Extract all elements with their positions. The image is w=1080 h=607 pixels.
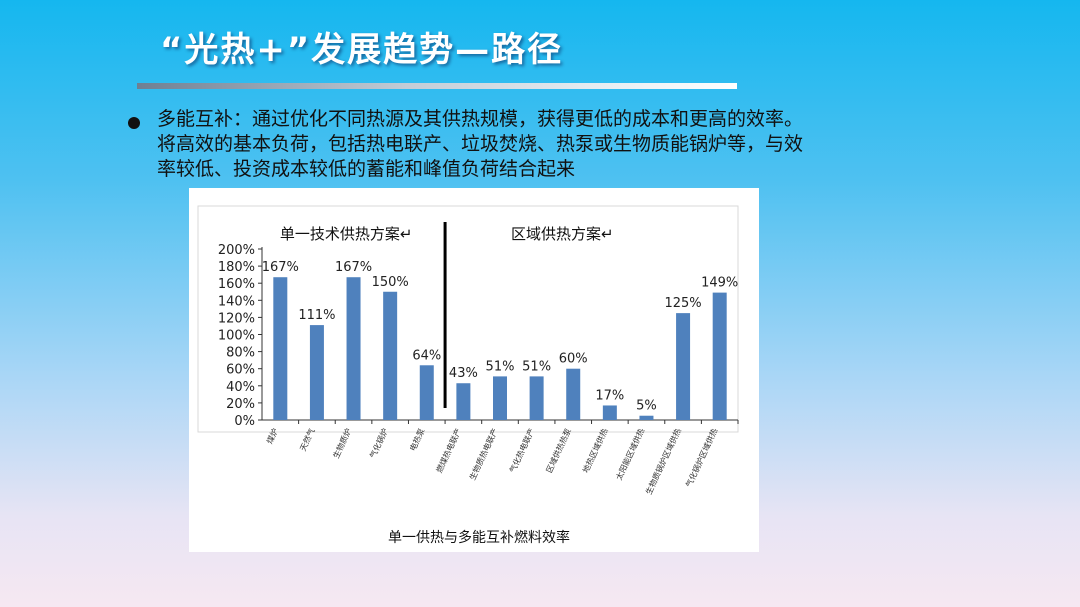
category-label: 生物质热电联产 <box>467 427 500 482</box>
data-label: 125% <box>664 296 701 311</box>
category-label: 气化锅炉区域供热 <box>683 427 719 489</box>
category-label: 煤炉 <box>264 427 280 446</box>
data-labels: 167%111%167%150%64%43% 51% 51%60%17%5%125%… <box>262 260 739 414</box>
data-label: 17% <box>595 388 624 403</box>
bar <box>273 277 288 420</box>
bar <box>602 405 617 420</box>
title-underline <box>137 83 737 89</box>
y-tick-label: 40% <box>226 380 255 395</box>
bar <box>346 277 361 420</box>
category-label: 生物质锅炉区域供热 <box>643 427 682 496</box>
category-label: 太阳能区域供热 <box>614 427 647 482</box>
y-axis: 0% 20% 40% 60% 80% 100% 120% 140% 160% 180% 200% <box>218 243 738 429</box>
data-label: 51% <box>486 359 515 374</box>
x-axis-labels: 煤炉 天然气 生物质炉 气化锅炉 电热泵 燃煤热电联产 生物质热电联产 气化热电联产 区域供热热… <box>264 420 739 496</box>
data-label: 60% <box>559 352 588 367</box>
bar <box>712 292 727 420</box>
y-tick-label: 120% <box>218 311 255 326</box>
chart-frame <box>197 205 739 433</box>
slide-title: “光热+”发展趋势—路径 <box>160 30 564 70</box>
data-label: 43% <box>449 366 478 381</box>
category-label: 天然气 <box>298 427 317 453</box>
bullet-dot <box>128 117 140 129</box>
data-label: 64% <box>412 348 441 363</box>
y-tick-label: 0% <box>234 414 255 429</box>
category-label: 电热泵 <box>407 427 426 453</box>
category-label: 燃煤热电联产 <box>434 427 463 475</box>
bar <box>309 325 324 420</box>
group-label: 单一技术供热方案↵ <box>280 225 413 243</box>
y-tick-label: 180% <box>218 260 255 275</box>
bar-chart: 0% 20% 40% 60% 80% 100% 120% 140% 160% 180% 200% 1… <box>197 205 739 546</box>
data-label: 149% <box>701 276 738 291</box>
bullet-text: 多能互补：通过优化不同热源及其供热规模，获得更低的成本和更高的效率。将高效的基本… <box>157 108 804 180</box>
bar <box>383 291 398 420</box>
y-tick-label: 200% <box>218 243 255 258</box>
data-label: 5% <box>636 399 657 414</box>
data-label: 150% <box>372 275 409 290</box>
bars <box>273 277 727 420</box>
y-tick-label: 140% <box>218 294 255 309</box>
category-label: 区域供热热泵 <box>544 427 573 475</box>
bar <box>676 313 691 420</box>
bar <box>419 365 434 420</box>
category-label: 气化热电联产 <box>507 427 536 475</box>
data-label: 51% <box>522 359 551 374</box>
bar <box>456 383 471 420</box>
bar <box>529 376 544 420</box>
chart-title: 单一供热与多能互补燃料效率 <box>388 529 570 546</box>
y-tick-label: 160% <box>218 277 255 292</box>
group-headers: 单一技术供热方案↵ 区域供热方案↵ <box>280 222 614 408</box>
bar <box>639 415 654 420</box>
group-label: 区域供热方案↵ <box>511 225 614 243</box>
y-tick-label: 60% <box>226 363 255 378</box>
y-tick-label: 100% <box>218 329 255 344</box>
category-label: 地热区域供热 <box>580 427 609 475</box>
bar <box>493 376 507 420</box>
data-label: 111% <box>298 308 335 323</box>
data-label: 167% <box>335 260 372 275</box>
data-label: 167% <box>262 260 299 275</box>
y-tick-label: 20% <box>226 397 255 412</box>
chart-panel: 0% 20% 40% 60% 80% 100% 120% 140% 160% 180% 200% 1… <box>189 188 759 552</box>
bar <box>566 368 581 420</box>
y-tick-label: 80% <box>226 346 255 361</box>
